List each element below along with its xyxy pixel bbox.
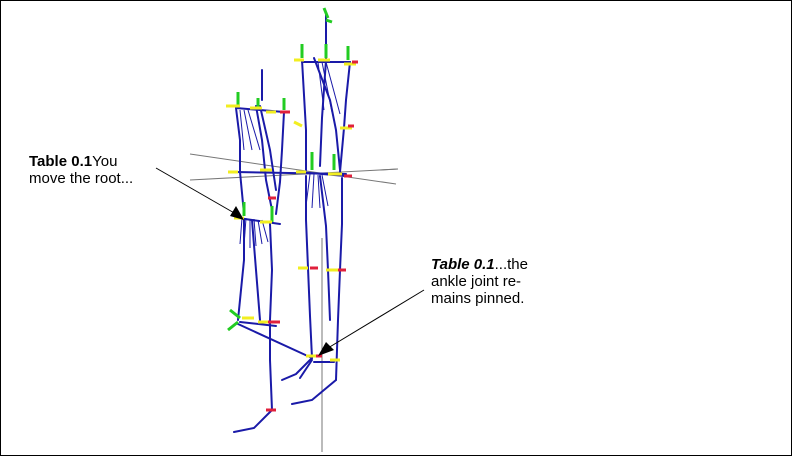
callout-line: Table 0.1You	[29, 153, 179, 170]
callout-arrows	[155, 167, 425, 356]
bone	[319, 175, 331, 321]
bone	[251, 219, 261, 321]
callout-ankle-pinned: Table 0.1...the ankle joint re- mains pi…	[431, 256, 551, 307]
callout-text: ...the	[494, 256, 528, 273]
bone	[237, 323, 313, 359]
bone	[335, 177, 343, 381]
arrowhead-left	[230, 206, 244, 220]
bone	[255, 105, 273, 211]
pointer-line-right	[327, 289, 425, 349]
bone	[319, 13, 327, 167]
callout-text: move the root...	[29, 170, 134, 187]
bone	[259, 105, 277, 191]
ground-plane-lines	[189, 14, 399, 452]
bone-fan	[239, 61, 341, 248]
arrowhead-right	[318, 342, 334, 356]
ground-line	[189, 168, 399, 181]
pointer-line-left	[155, 167, 237, 215]
bone	[239, 321, 277, 327]
callout-move-root: Table 0.1You move the root...	[29, 153, 179, 187]
bone	[281, 357, 313, 381]
bone	[301, 59, 307, 171]
joint-axes	[226, 7, 358, 412]
bone	[235, 107, 245, 215]
bone	[233, 409, 273, 433]
bone	[339, 61, 351, 173]
ground-line	[379, 168, 399, 171]
bone	[237, 217, 281, 225]
callout-text: mains pinned.	[431, 290, 525, 307]
bones	[233, 13, 351, 433]
table-reference: Table 0.1	[29, 153, 93, 170]
bone	[275, 111, 285, 215]
bone	[299, 359, 313, 379]
callout-text: ankle joint re-	[431, 273, 522, 290]
callout-line: Table 0.1...the	[431, 256, 551, 273]
ground-line	[189, 153, 397, 185]
table-reference: Table 0.1	[431, 256, 495, 273]
bone	[313, 57, 341, 171]
callout-text: You	[92, 153, 118, 170]
bone	[269, 223, 274, 411]
bone	[291, 379, 337, 405]
